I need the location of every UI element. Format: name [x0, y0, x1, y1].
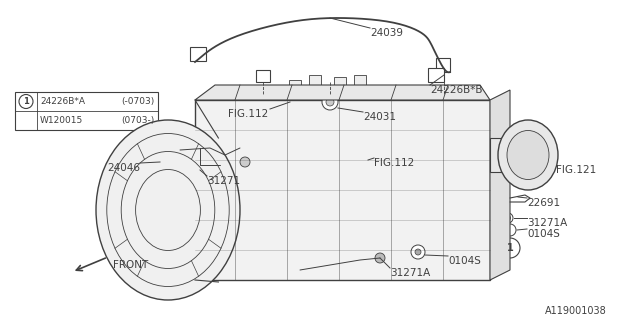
Text: FRONT: FRONT — [113, 260, 148, 270]
Circle shape — [375, 253, 385, 263]
Text: 31271: 31271 — [207, 176, 240, 186]
Polygon shape — [195, 85, 490, 100]
Bar — [354, 75, 366, 85]
Text: 31271A: 31271A — [527, 218, 567, 228]
Circle shape — [524, 154, 536, 166]
Text: FIG.121: FIG.121 — [556, 165, 596, 175]
Text: 1: 1 — [507, 243, 513, 253]
Text: 24039: 24039 — [370, 28, 403, 38]
Text: W120015: W120015 — [40, 116, 83, 125]
Bar — [334, 77, 346, 87]
Circle shape — [415, 249, 421, 255]
Text: 0104S: 0104S — [448, 256, 481, 266]
Circle shape — [19, 94, 33, 108]
Ellipse shape — [96, 120, 240, 300]
Circle shape — [411, 245, 425, 259]
Bar — [195, 100, 490, 280]
Text: 24031: 24031 — [363, 112, 396, 122]
Circle shape — [215, 167, 225, 177]
Circle shape — [240, 157, 250, 167]
Circle shape — [322, 94, 338, 110]
Text: 0104S: 0104S — [527, 229, 560, 239]
Text: FIG.112: FIG.112 — [374, 158, 414, 168]
Circle shape — [326, 98, 334, 106]
Text: 22691: 22691 — [527, 198, 560, 208]
Circle shape — [504, 224, 516, 236]
Text: 1: 1 — [23, 97, 29, 106]
Circle shape — [527, 157, 533, 163]
Circle shape — [506, 215, 511, 220]
Bar — [190, 47, 206, 61]
Ellipse shape — [498, 120, 558, 190]
Bar — [428, 68, 444, 82]
Text: 24046: 24046 — [107, 163, 140, 173]
Text: A119001038: A119001038 — [545, 306, 607, 316]
Circle shape — [500, 238, 520, 258]
Polygon shape — [490, 90, 510, 280]
Text: (-0703): (-0703) — [122, 97, 155, 106]
Bar — [15, 92, 158, 130]
Bar — [309, 75, 321, 85]
Circle shape — [503, 213, 513, 223]
Bar — [436, 58, 450, 72]
Text: (0703-): (0703-) — [122, 116, 155, 125]
Text: 24226B*A: 24226B*A — [40, 97, 85, 106]
Circle shape — [195, 165, 205, 175]
Text: 24226B*B: 24226B*B — [430, 85, 483, 95]
Text: FIG.112: FIG.112 — [228, 109, 268, 119]
Bar — [256, 70, 270, 82]
Bar — [289, 80, 301, 90]
Bar — [490, 138, 535, 172]
Ellipse shape — [507, 131, 549, 180]
Text: 31271A: 31271A — [390, 268, 430, 278]
